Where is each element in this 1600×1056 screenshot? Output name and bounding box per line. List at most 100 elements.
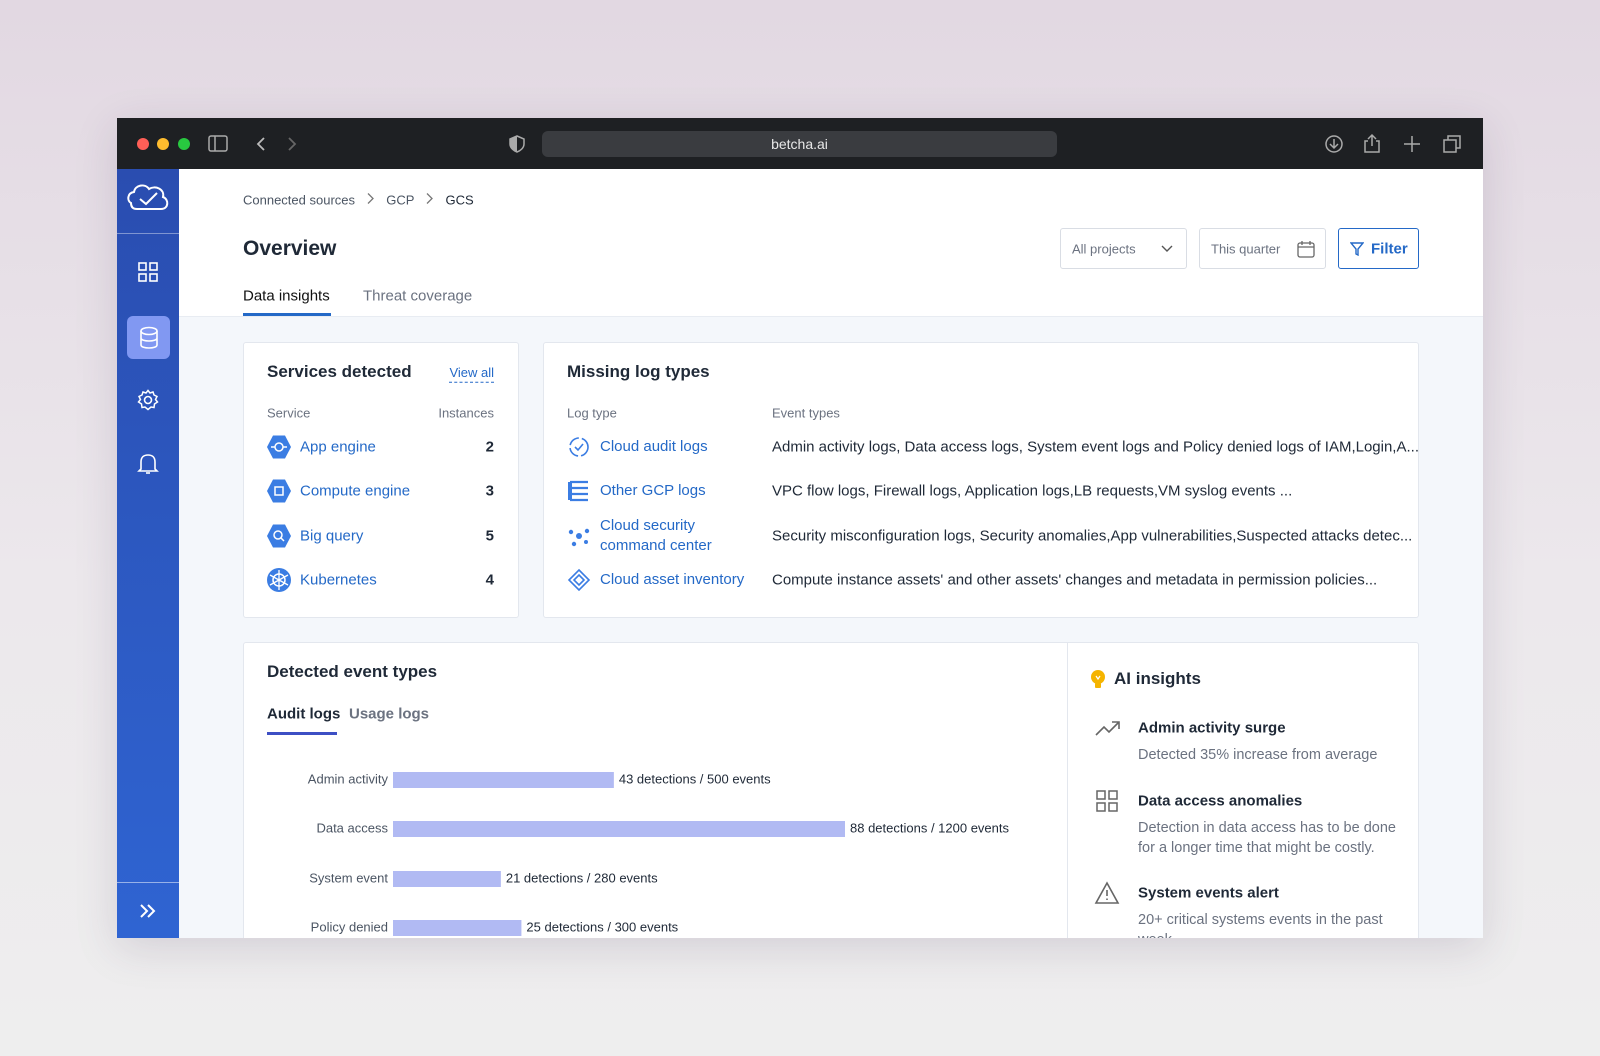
value-label: 21 detections / 280 events xyxy=(506,870,658,885)
expand-icon[interactable] xyxy=(139,903,157,919)
service-link[interactable]: Compute engine xyxy=(300,482,411,500)
zoom-button[interactable] xyxy=(178,138,190,150)
log-type-icon xyxy=(568,528,590,547)
category-label: Data access xyxy=(316,820,388,835)
close-button[interactable] xyxy=(137,138,149,150)
date-select-label: This quarter xyxy=(1211,241,1281,257)
tab[interactable]: Threat coverage xyxy=(363,287,473,305)
bulb-icon xyxy=(1091,670,1105,688)
service-link[interactable]: Big query xyxy=(300,527,364,545)
breadcrumb-current: GCS xyxy=(445,192,474,208)
service-icon xyxy=(267,524,291,548)
event-types: Admin activity logs, Data access logs, S… xyxy=(772,438,1419,456)
tab-active[interactable]: Data insights xyxy=(243,287,330,305)
chart-tab[interactable]: Usage logs xyxy=(349,705,430,723)
log-type-icon xyxy=(568,480,588,502)
sidebar: ED xyxy=(117,169,179,938)
bar xyxy=(393,821,845,837)
nav-icons xyxy=(208,135,297,152)
calendar-icon xyxy=(1297,241,1315,258)
category-label: System event xyxy=(309,870,388,885)
log-type-link[interactable]: Cloud security command center xyxy=(600,517,712,554)
expand-area xyxy=(117,882,179,938)
card-title: Missing log types xyxy=(567,362,710,381)
notifications-icon[interactable] xyxy=(137,452,159,476)
category-label: Policy denied xyxy=(311,919,388,934)
dashboard-icon[interactable] xyxy=(138,262,158,282)
logo-area xyxy=(117,169,179,234)
project-select-label: All projects xyxy=(1072,241,1136,257)
value-label: 25 detections / 300 events xyxy=(526,919,678,934)
event-types: VPC flow logs, Firewall logs, Applicatio… xyxy=(772,482,1293,500)
column-header: Event types xyxy=(772,405,840,421)
insight-text: Detection in data access has to be done … xyxy=(1138,820,1396,856)
insight-text: Detected 35% increase from average xyxy=(1138,747,1378,763)
breadcrumb-item[interactable]: GCP xyxy=(386,192,415,208)
log-type-link[interactable]: Cloud audit logs xyxy=(600,438,708,455)
service-icon xyxy=(267,479,291,503)
breadcrumb-separator xyxy=(426,193,433,204)
main-content: Connected sources GCP GCS Overview All p… xyxy=(179,169,1483,938)
project-select[interactable]: All projects xyxy=(1060,228,1187,269)
browser-titlebar: betcha.ai xyxy=(117,118,1483,169)
insight-title: Admin activity surge xyxy=(1138,719,1286,737)
view-all-link[interactable]: View all xyxy=(449,365,494,383)
log-type-link[interactable]: Other GCP logs xyxy=(600,482,706,499)
database-icon xyxy=(140,326,158,349)
tab-underline xyxy=(243,313,331,316)
divider xyxy=(1067,643,1068,938)
breadcrumb-separator xyxy=(367,193,374,204)
value-label: 88 detections / 1200 events xyxy=(850,820,1010,835)
url: betcha.ai xyxy=(771,136,828,152)
date-select[interactable]: This quarter xyxy=(1199,228,1326,269)
page-header: Connected sources GCP GCS Overview All p… xyxy=(179,169,1483,317)
shield-icon xyxy=(509,135,525,153)
filter-button[interactable]: Filter xyxy=(1338,228,1419,269)
logo[interactable] xyxy=(125,181,171,217)
services-card: Services detected View all Service Insta… xyxy=(243,342,519,618)
address-bar[interactable]: betcha.ai xyxy=(542,131,1057,157)
column-header: Log type xyxy=(567,405,617,421)
warning-icon xyxy=(1094,881,1120,904)
bar-chart: Admin activity 43 detections / 500 events… xyxy=(308,771,1010,936)
insight-title: Data access anomalies xyxy=(1138,792,1303,810)
event-types: Compute instance assets' and other asset… xyxy=(772,571,1378,589)
data-nav-active[interactable] xyxy=(127,316,170,359)
service-icon xyxy=(267,568,291,592)
log-type-icon xyxy=(569,437,589,457)
column-header: Service xyxy=(267,405,311,421)
service-link[interactable]: App engine xyxy=(300,438,376,456)
filter-label: Filter xyxy=(1371,240,1408,258)
missing-log-types-card: Missing log types Log type Event types C… xyxy=(543,342,1419,618)
chevron-down xyxy=(1161,245,1173,252)
instance-count: 3 xyxy=(485,482,494,500)
instance-count: 2 xyxy=(485,438,494,456)
instance-count: 5 xyxy=(485,527,494,545)
bar xyxy=(393,920,522,936)
log-type-link[interactable]: Cloud asset inventory xyxy=(600,571,745,588)
breadcrumb: Connected sources GCP GCS xyxy=(243,193,474,208)
column-header: Instances xyxy=(438,405,494,421)
bar xyxy=(393,772,614,788)
settings-icon[interactable] xyxy=(137,389,159,411)
breadcrumb-item[interactable]: Connected sources xyxy=(243,192,356,208)
toolbar-icons xyxy=(1325,133,1461,153)
ai-insights-title: AI insights xyxy=(1114,669,1201,688)
chart-tab-active[interactable]: Audit logs xyxy=(267,705,341,723)
event-types-card: Detected event types Audit logs Usage lo… xyxy=(243,642,1419,938)
service-icon xyxy=(267,435,291,459)
filter-icon xyxy=(1350,242,1364,256)
event-types: Security misconfiguration logs, Security… xyxy=(772,527,1413,545)
minimize-button[interactable] xyxy=(157,138,169,150)
page-title: Overview xyxy=(243,237,337,260)
service-link[interactable]: Kubernetes xyxy=(300,571,377,589)
log-type-icon xyxy=(567,568,591,592)
insight-title: System events alert xyxy=(1138,884,1279,902)
chart-tab-underline xyxy=(267,732,337,735)
insight-text: 20+ critical systems events in the past … xyxy=(1138,912,1383,938)
bar xyxy=(393,871,501,887)
trend-icon xyxy=(1095,721,1120,736)
grid-icon xyxy=(1096,790,1118,812)
card-title: Services detected xyxy=(267,362,412,381)
